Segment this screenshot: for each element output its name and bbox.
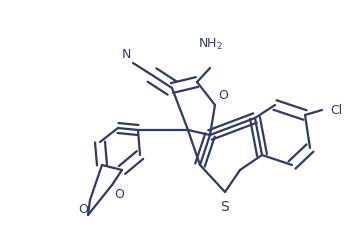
- Text: N: N: [122, 48, 131, 61]
- Text: O: O: [78, 203, 88, 216]
- Text: Cl: Cl: [330, 103, 342, 117]
- Text: O: O: [114, 188, 124, 201]
- Text: O: O: [218, 89, 228, 102]
- Text: NH$_2$: NH$_2$: [198, 37, 222, 52]
- Text: S: S: [221, 200, 229, 214]
